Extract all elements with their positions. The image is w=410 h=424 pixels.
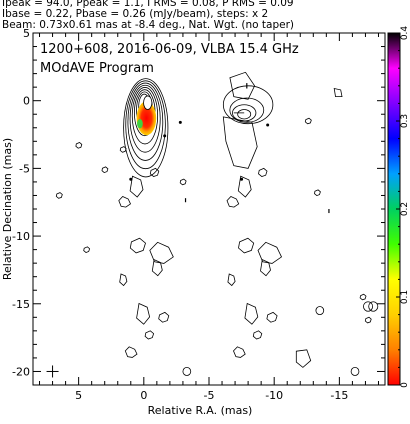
- field-contour: [75, 142, 83, 149]
- pol-field-contour: [149, 167, 160, 177]
- field-contour: [304, 117, 312, 125]
- x-tick-label: 0: [140, 389, 147, 402]
- y-tick-label: -10: [12, 230, 30, 243]
- field-contour: [350, 367, 360, 376]
- core-contour: [127, 82, 164, 161]
- ti-field-contour: [227, 273, 236, 287]
- x-tick-label: 5: [75, 389, 82, 402]
- field-contour: [368, 301, 379, 312]
- y-tick-label: 0: [23, 95, 30, 108]
- pol-field-contour: [158, 311, 170, 323]
- y-tick-label: -20: [12, 365, 30, 378]
- field-contour: [363, 301, 374, 312]
- x-axis-label: Relative R.A. (mas): [148, 404, 253, 417]
- ti-field-contour: [266, 311, 278, 323]
- y-tick-label: -15: [12, 298, 30, 311]
- field-dot: [266, 123, 270, 127]
- ti-field-contour: [233, 346, 246, 358]
- polarized-green-spot: [137, 118, 143, 129]
- field-contour: [314, 189, 321, 197]
- core-contour: [123, 78, 169, 178]
- y-axis-label: Relative Decination (mas): [1, 138, 14, 280]
- ti-contour: [229, 97, 265, 123]
- pol-field-contour: [136, 302, 151, 325]
- header-line-2: Ibase = 0.22, Pbase = 0.26 (mJy/beam), s…: [2, 8, 269, 20]
- core-contour: [129, 84, 161, 153]
- field-contour: [333, 87, 343, 97]
- chart-title: 1200+608, 2016-06-09, VLBA 15.4 GHz: [40, 42, 299, 57]
- colorbar-tick-label: 0.3: [400, 114, 410, 128]
- header-line-3: Beam: 0.73x0.61 mas at -8.4 deg., Nat. W…: [2, 19, 295, 31]
- plot-frame: [32, 32, 386, 386]
- field-contour: [83, 246, 91, 253]
- header-line-1: Ipeak = 94.0, Ppeak = 1.1, I RMS = 0.08,…: [2, 0, 294, 9]
- ti-field-contour: [237, 175, 252, 198]
- field-contour: [359, 293, 367, 301]
- pol-field-contour: [151, 259, 163, 277]
- y-tick-label: -5: [19, 162, 30, 175]
- ti-field-contour: [244, 302, 259, 325]
- colorbar-tick-label: 0: [400, 382, 410, 388]
- field-contour: [101, 166, 109, 174]
- pol-field-contour: [144, 330, 155, 340]
- core-peak-contour: [143, 95, 153, 110]
- colorbar-tick-label: 0.2: [400, 202, 410, 216]
- ti-upper-contour: [229, 71, 256, 100]
- core-contour: [131, 87, 159, 145]
- y-tick-label: 5: [23, 27, 30, 40]
- pol-field-contour: [149, 241, 174, 264]
- ti-field-contour: [257, 241, 283, 264]
- field-contour: [364, 316, 372, 324]
- field-dot: [240, 177, 244, 181]
- ti-field-contour: [238, 237, 255, 254]
- field-dot: [129, 177, 133, 181]
- ti-contour-inner: [237, 109, 252, 120]
- ti-contour-outer: [222, 85, 274, 125]
- field-contour: [182, 367, 192, 376]
- x-tick-label: -10: [265, 389, 283, 402]
- ti-field-contour: [260, 259, 271, 277]
- field-contour: [295, 349, 312, 368]
- x-tick-label: -15: [330, 389, 348, 402]
- ti-field-contour: [252, 330, 263, 340]
- ti-field-contour: [258, 167, 268, 177]
- ti-field-contour: [226, 196, 240, 208]
- pol-field-contour: [124, 346, 138, 358]
- pol-field-contour: [118, 196, 132, 208]
- x-tick-label: -5: [204, 389, 215, 402]
- colorbar-tick-label: 0.4: [400, 26, 410, 41]
- field-contour: [119, 146, 127, 153]
- field-dot: [163, 134, 167, 138]
- pol-field-contour: [119, 273, 128, 287]
- chart-subtitle: MOdAVE Program: [40, 61, 154, 76]
- pol-field-contour: [129, 237, 146, 254]
- pol-field-contour: [129, 175, 144, 198]
- field-contour: [315, 306, 325, 316]
- field-contour: [55, 192, 63, 199]
- field-dot: [178, 120, 182, 124]
- core-contour: [125, 80, 166, 170]
- field-contour: [179, 178, 187, 186]
- colorbar-tick-label: 0.1: [400, 290, 410, 304]
- ti-jet-contour: [222, 116, 258, 169]
